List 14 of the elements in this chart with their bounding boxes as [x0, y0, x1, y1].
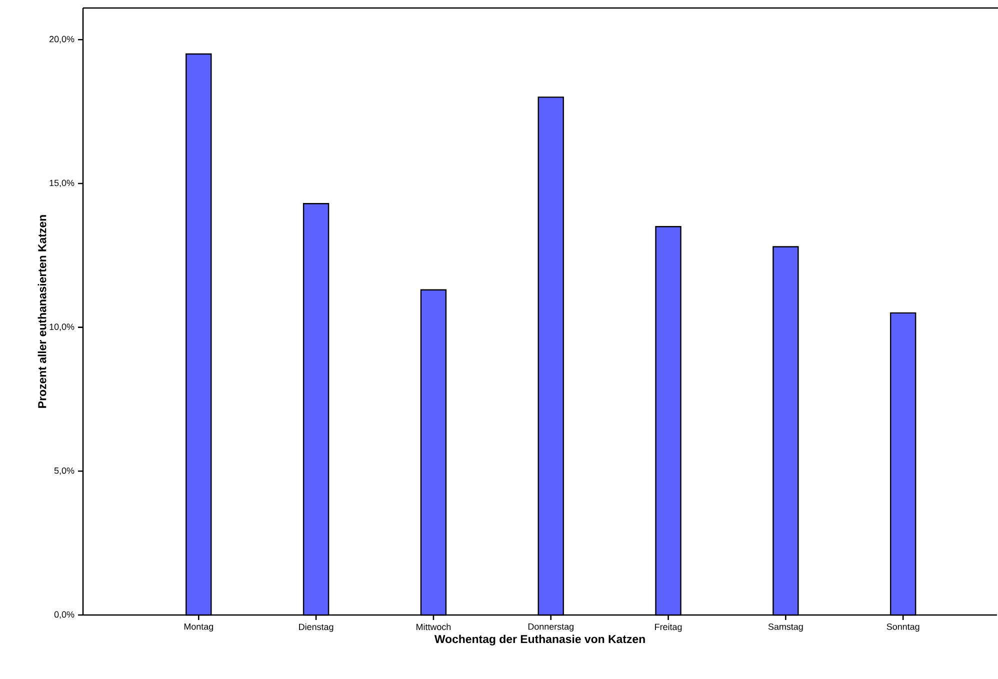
x-tick-label: Donnerstag: [528, 624, 574, 632]
x-tick-label: Mittwoch: [416, 624, 451, 630]
x-tick-label: Freitag: [655, 624, 682, 632]
y-tick-label: 20,0%: [50, 36, 74, 44]
y-tick-label: 10,0%: [50, 324, 74, 332]
y-tick-label: 0,0%: [54, 611, 74, 619]
x-tick-label: Sonntag: [886, 624, 920, 632]
x-tick-label: Samstag: [768, 624, 803, 632]
y-tick-label: 15,0%: [50, 180, 74, 188]
x-tick-label: Dienstag: [299, 624, 334, 632]
y-tick-label: 5,0%: [54, 467, 74, 475]
y-axis-title: Prozent aller euthanasierten Katzen: [38, 215, 46, 408]
x-axis-title: Wochentag der Euthanasie von Katzen: [434, 634, 645, 646]
x-tick-label: Montag: [184, 624, 214, 632]
